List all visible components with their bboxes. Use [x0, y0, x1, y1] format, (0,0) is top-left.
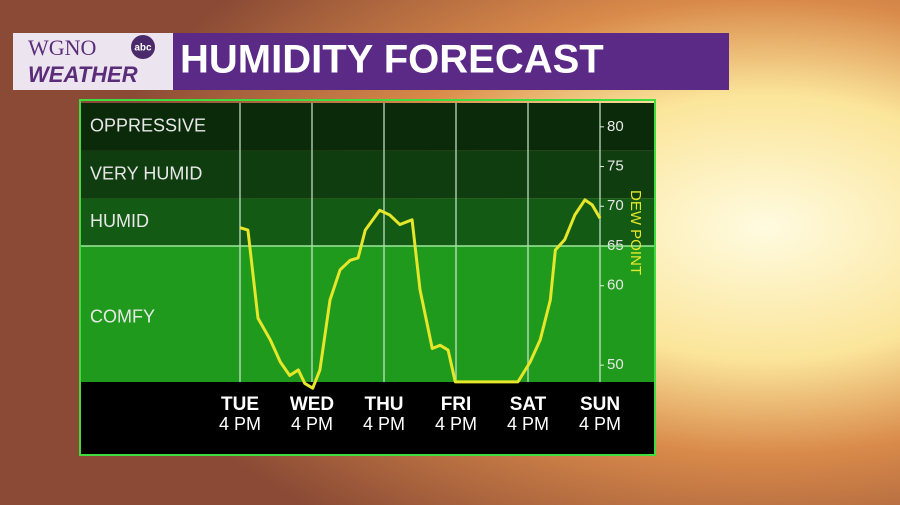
x-tick-sublabel: 4 PM: [291, 414, 333, 434]
x-tick-label: TUE: [221, 394, 259, 415]
zone: [80, 246, 655, 389]
weather: WEATHER: [28, 62, 138, 87]
y-tick-label: 70: [607, 197, 624, 214]
zone: [80, 150, 655, 199]
dew-point-line: [239, 198, 602, 390]
x-tick-label: FRI: [441, 394, 472, 415]
zone: [80, 103, 655, 151]
zone: [80, 198, 655, 246]
zone-label: VERY HUMID: [90, 163, 202, 183]
x-tick-sublabel: 4 PM: [363, 414, 405, 434]
x-tick-sublabel: 4 PM: [507, 414, 549, 434]
y-tick-label: 80: [607, 118, 624, 135]
zone-label: OPPRESSIVE: [90, 116, 206, 136]
x-tick-label: WED: [290, 394, 334, 415]
axis-strip: [80, 382, 655, 455]
chart-title: HUMIDITY FORECAST: [180, 38, 604, 82]
x-tick-sublabel: 4 PM: [219, 414, 261, 434]
title-bar: [173, 33, 729, 90]
y-tick-label: 75: [607, 158, 624, 175]
panel-border: [79, 99, 656, 456]
network: abc: [134, 43, 152, 54]
x-tick-sublabel: 4 PM: [435, 414, 477, 434]
zone-label: COMFY: [90, 306, 155, 326]
y-axis-label: DEW POINT: [627, 190, 644, 275]
x-tick-label: SAT: [510, 394, 547, 415]
x-tick-sublabel: 4 PM: [579, 414, 621, 434]
network-logo: [131, 35, 155, 59]
x-tick-label: THU: [364, 394, 403, 415]
zone-label: HUMID: [90, 211, 149, 231]
x-tick-label: SUN: [580, 394, 620, 415]
y-tick-label: 60: [607, 277, 624, 294]
y-tick-label: 50: [607, 356, 624, 373]
station: WGNO: [28, 35, 96, 60]
